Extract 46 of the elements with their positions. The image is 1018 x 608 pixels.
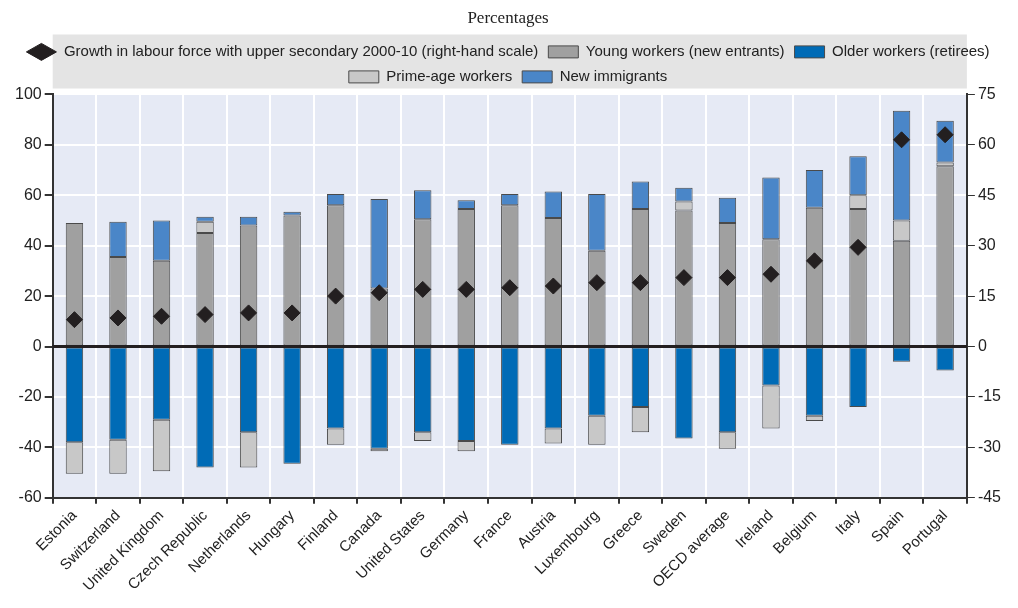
y-tick-label: 0 [32,336,42,354]
legend-label: New immigrants [559,67,668,85]
y-tick-label: 100 [14,84,42,102]
point [196,306,214,324]
y-tick-label: 80 [23,135,42,153]
y-tick-label: -60 [18,488,42,506]
y2-tick-label: -30 [977,437,1002,455]
y2-tick-label: 60 [977,135,996,153]
point [675,269,693,287]
point [544,277,562,295]
point [893,131,911,149]
legend-label: Prime-age workers [386,67,513,85]
point [65,311,83,329]
point [849,238,867,256]
point [283,304,301,322]
y2-tick-label: 15 [977,286,996,304]
y2-tick-label: 75 [977,84,996,102]
point [936,126,954,144]
point [327,287,345,305]
point [370,284,388,302]
y2-tick-label: 30 [977,236,996,254]
point [806,252,824,270]
point [240,304,258,322]
point [631,274,649,292]
legend-label: Growth in labour force with upper secondary 2000-10 (right-hand scale) [63,42,539,60]
point [153,307,171,325]
point [762,265,780,283]
y2-tick-label: -15 [977,387,1002,405]
point [501,279,519,297]
y-tick-label: 40 [23,236,42,254]
x-tick-label: Italy [831,505,864,538]
y-tick-label: -40 [18,437,42,455]
y-tick-label: 20 [23,286,42,304]
y2-tick-label: -45 [977,488,1002,506]
y-tick-label: 60 [23,185,42,203]
legend-label: Young workers (new entrants) [585,42,785,60]
point [588,274,606,292]
point [109,309,127,327]
y2-tick-label: 45 [977,185,996,203]
point [718,269,736,287]
point [457,280,475,298]
legend-label: Older workers (retirees) [832,42,990,60]
y2-tick-label: 0 [977,336,987,354]
y-tick-label: -20 [18,387,42,405]
point [414,280,432,298]
chart-subtitle: Percentages [467,7,549,27]
